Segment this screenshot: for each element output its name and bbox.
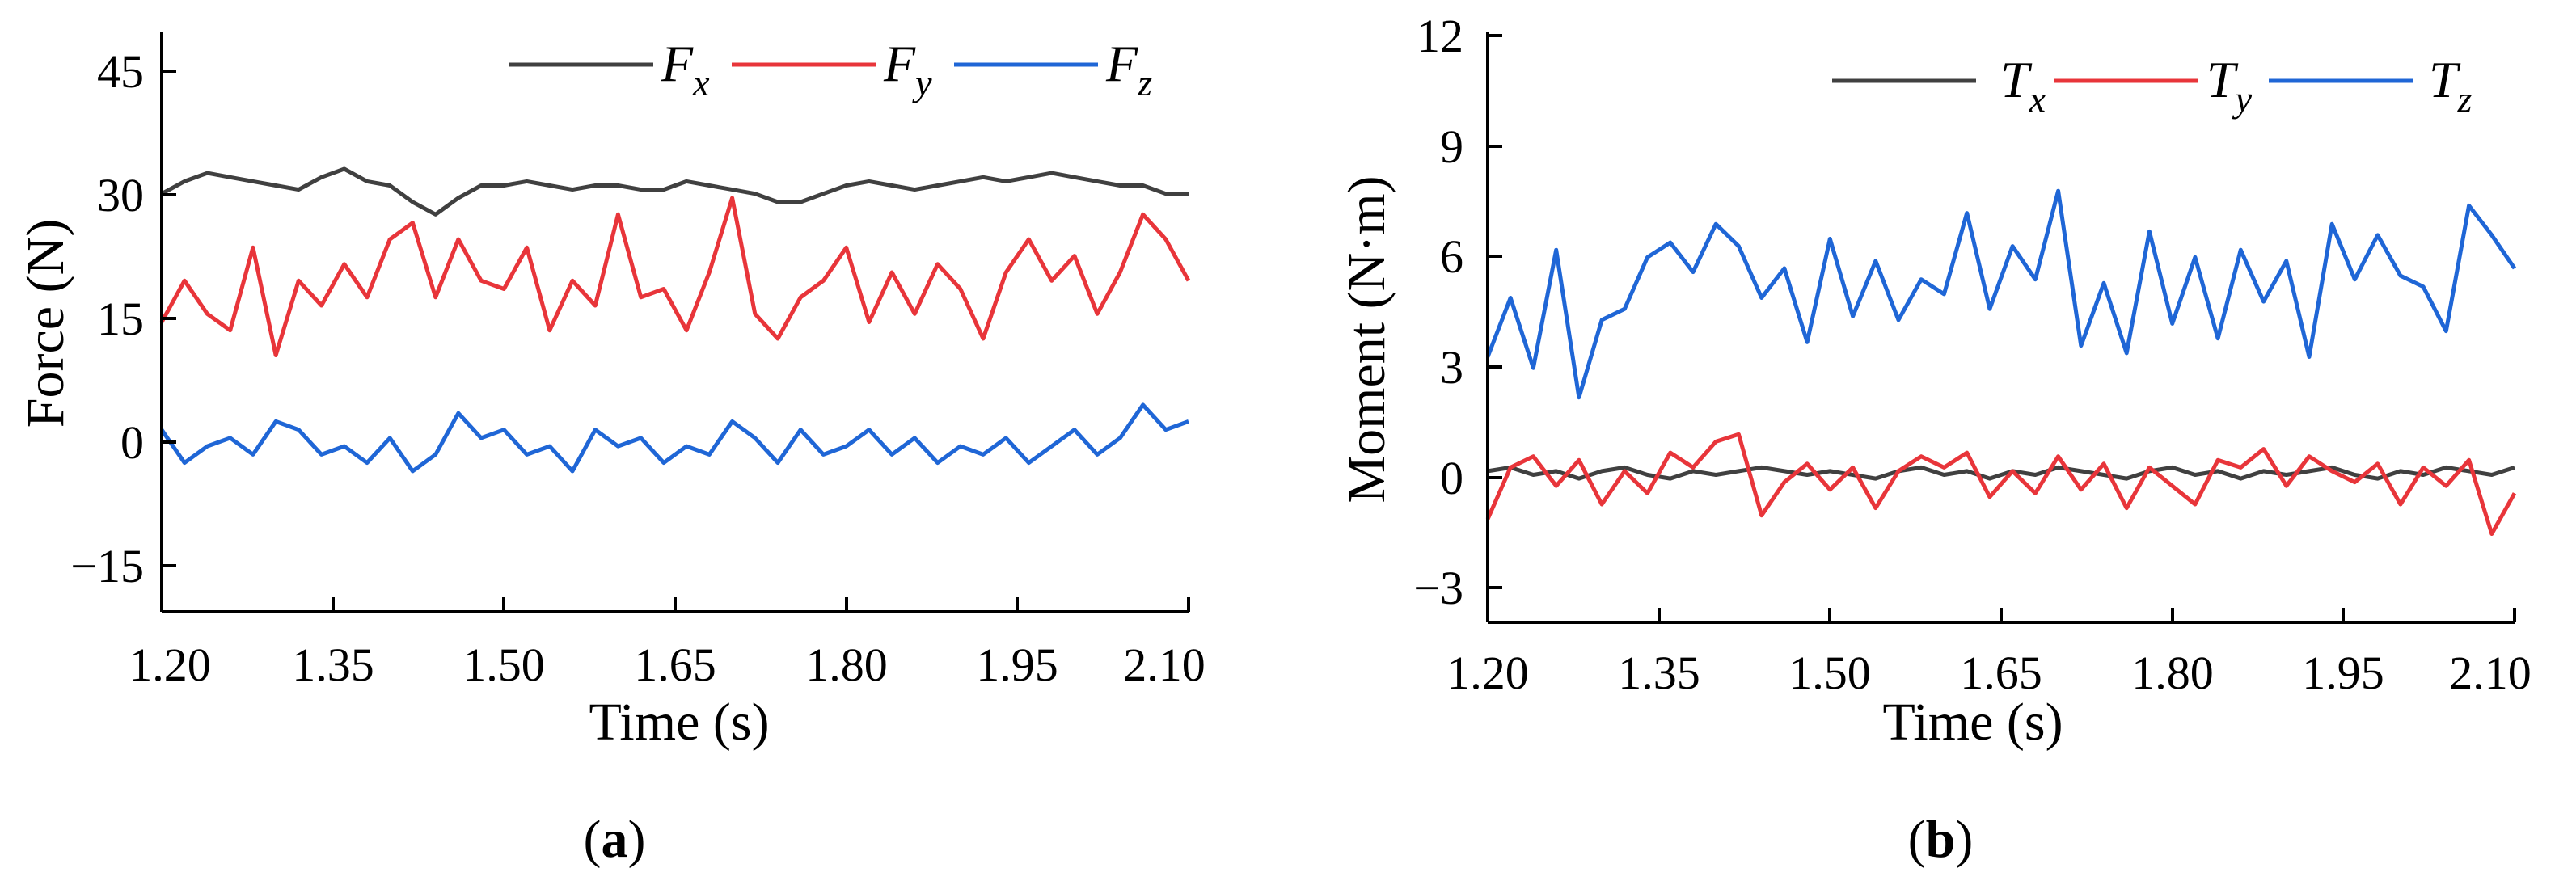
x-tick-label: 1.80 bbox=[805, 638, 888, 691]
x-tick: 1.20 bbox=[1446, 608, 1529, 699]
y-tick-label: 0 bbox=[120, 416, 144, 469]
y-tick-label: 30 bbox=[97, 169, 144, 221]
moment-legend: Tx Ty Tz bbox=[1832, 51, 2473, 120]
x-tick-label: 1.65 bbox=[634, 638, 716, 691]
y-tick-label: 0 bbox=[1440, 452, 1463, 504]
y-tick-label: 15 bbox=[97, 293, 144, 345]
x-tick: 1.80 bbox=[805, 597, 888, 691]
legend-label: Ty bbox=[2206, 51, 2253, 120]
legend-item: Fy bbox=[732, 35, 932, 103]
moment-y-axis-title: Moment (N·m) bbox=[1337, 175, 1396, 503]
force-legend: Fx Fy Fz bbox=[509, 35, 1152, 103]
x-tick-label: 1.20 bbox=[1446, 647, 1529, 699]
force-series-layer bbox=[159, 166, 1191, 474]
legend-label: Tz bbox=[2429, 51, 2473, 120]
moment-x-axis-title: Time (s) bbox=[1882, 693, 2063, 752]
force-x-axis-title: Time (s) bbox=[589, 693, 769, 752]
y-tick: 0 bbox=[1440, 452, 1502, 504]
legend-label: Fy bbox=[883, 35, 932, 103]
x-tick: 1.50 bbox=[1788, 608, 1871, 699]
x-tick: 1.65 bbox=[1960, 608, 2042, 699]
y-tick: 3 bbox=[1440, 341, 1502, 394]
x-tick: 1.95 bbox=[976, 597, 1058, 691]
moment-series-layer bbox=[1485, 188, 2517, 536]
panel-label-a: (a) bbox=[584, 810, 646, 869]
legend-item: Tx bbox=[1832, 51, 2046, 120]
x-tick-label: 2.10 bbox=[2449, 647, 2532, 699]
y-tick: 0 bbox=[120, 416, 176, 469]
y-tick: 12 bbox=[1417, 10, 1502, 62]
series-line-fz bbox=[159, 402, 1189, 474]
y-tick: −3 bbox=[1413, 562, 1502, 614]
x-tick: 1.95 bbox=[2302, 608, 2384, 699]
series-line-tz bbox=[1485, 188, 2517, 400]
y-tick: 6 bbox=[1440, 230, 1502, 283]
x-tick: 1.65 bbox=[634, 597, 716, 691]
force-x-ticks: 1.20 1.35 1.50 1.65 1.80 1.95 2.10 bbox=[129, 597, 1206, 691]
x-tick-label: 1.95 bbox=[976, 638, 1058, 691]
x-tick-label: 1.50 bbox=[1788, 647, 1871, 699]
legend-item: Fx bbox=[509, 35, 710, 103]
x-tick: 2.10 bbox=[2449, 608, 2532, 699]
legend-item: Tz bbox=[2269, 51, 2473, 120]
y-tick-label: −3 bbox=[1413, 562, 1463, 614]
y-tick-label: 9 bbox=[1440, 120, 1463, 173]
series-line-fy bbox=[159, 196, 1191, 357]
x-tick: 1.35 bbox=[1618, 608, 1700, 699]
legend-item: Ty bbox=[2054, 51, 2253, 120]
x-tick-label: 1.35 bbox=[292, 638, 374, 691]
x-tick-label: 1.20 bbox=[129, 638, 211, 691]
x-tick: 1.50 bbox=[462, 597, 545, 691]
panel-label-b: (b) bbox=[1908, 810, 1974, 869]
x-tick-label: 1.80 bbox=[2131, 647, 2214, 699]
y-tick: 15 bbox=[97, 293, 176, 345]
x-tick: 1.20 bbox=[129, 597, 211, 691]
series-line-fx bbox=[160, 166, 1189, 217]
x-tick-label: 1.35 bbox=[1618, 647, 1700, 699]
legend-item: Fz bbox=[954, 35, 1152, 103]
force-plot-frame bbox=[160, 32, 1189, 613]
legend-label: Tx bbox=[2000, 51, 2046, 120]
moment-chart: −3 0 3 6 9 12 1.20 1.35 1.50 1.65 1.80 1… bbox=[1337, 10, 2532, 869]
force-chart: −15 0 15 30 45 1.20 1.35 1.50 1.65 1.80 … bbox=[16, 32, 1206, 869]
x-tick-label: 1.50 bbox=[462, 638, 545, 691]
y-tick-label: −15 bbox=[70, 540, 144, 592]
series-line-ty bbox=[1485, 432, 2517, 536]
x-tick-label: 1.95 bbox=[2302, 647, 2384, 699]
x-tick: 1.80 bbox=[2131, 608, 2214, 699]
moment-y-ticks: −3 0 3 6 9 12 bbox=[1413, 10, 1502, 614]
force-y-ticks: −15 0 15 30 45 bbox=[70, 45, 176, 592]
moment-plot-frame bbox=[1486, 32, 2515, 624]
y-tick-label: 3 bbox=[1440, 341, 1463, 394]
y-tick-label: 45 bbox=[97, 45, 144, 98]
y-tick: 45 bbox=[97, 45, 176, 98]
x-tick-label: 1.65 bbox=[1960, 647, 2042, 699]
legend-label: Fx bbox=[661, 35, 710, 103]
y-tick: 30 bbox=[97, 169, 176, 221]
x-tick: 2.10 bbox=[1123, 597, 1206, 691]
x-tick: 1.35 bbox=[292, 597, 374, 691]
legend-label: Fz bbox=[1105, 35, 1152, 103]
y-tick-label: 12 bbox=[1417, 10, 1463, 62]
x-tick-label: 2.10 bbox=[1123, 638, 1206, 691]
force-y-axis-title: Force (N) bbox=[16, 219, 75, 428]
y-tick: −15 bbox=[70, 540, 176, 592]
y-tick-label: 6 bbox=[1440, 230, 1463, 283]
y-tick: 9 bbox=[1440, 120, 1502, 173]
moment-x-ticks: 1.20 1.35 1.50 1.65 1.80 1.95 2.10 bbox=[1446, 608, 2532, 699]
